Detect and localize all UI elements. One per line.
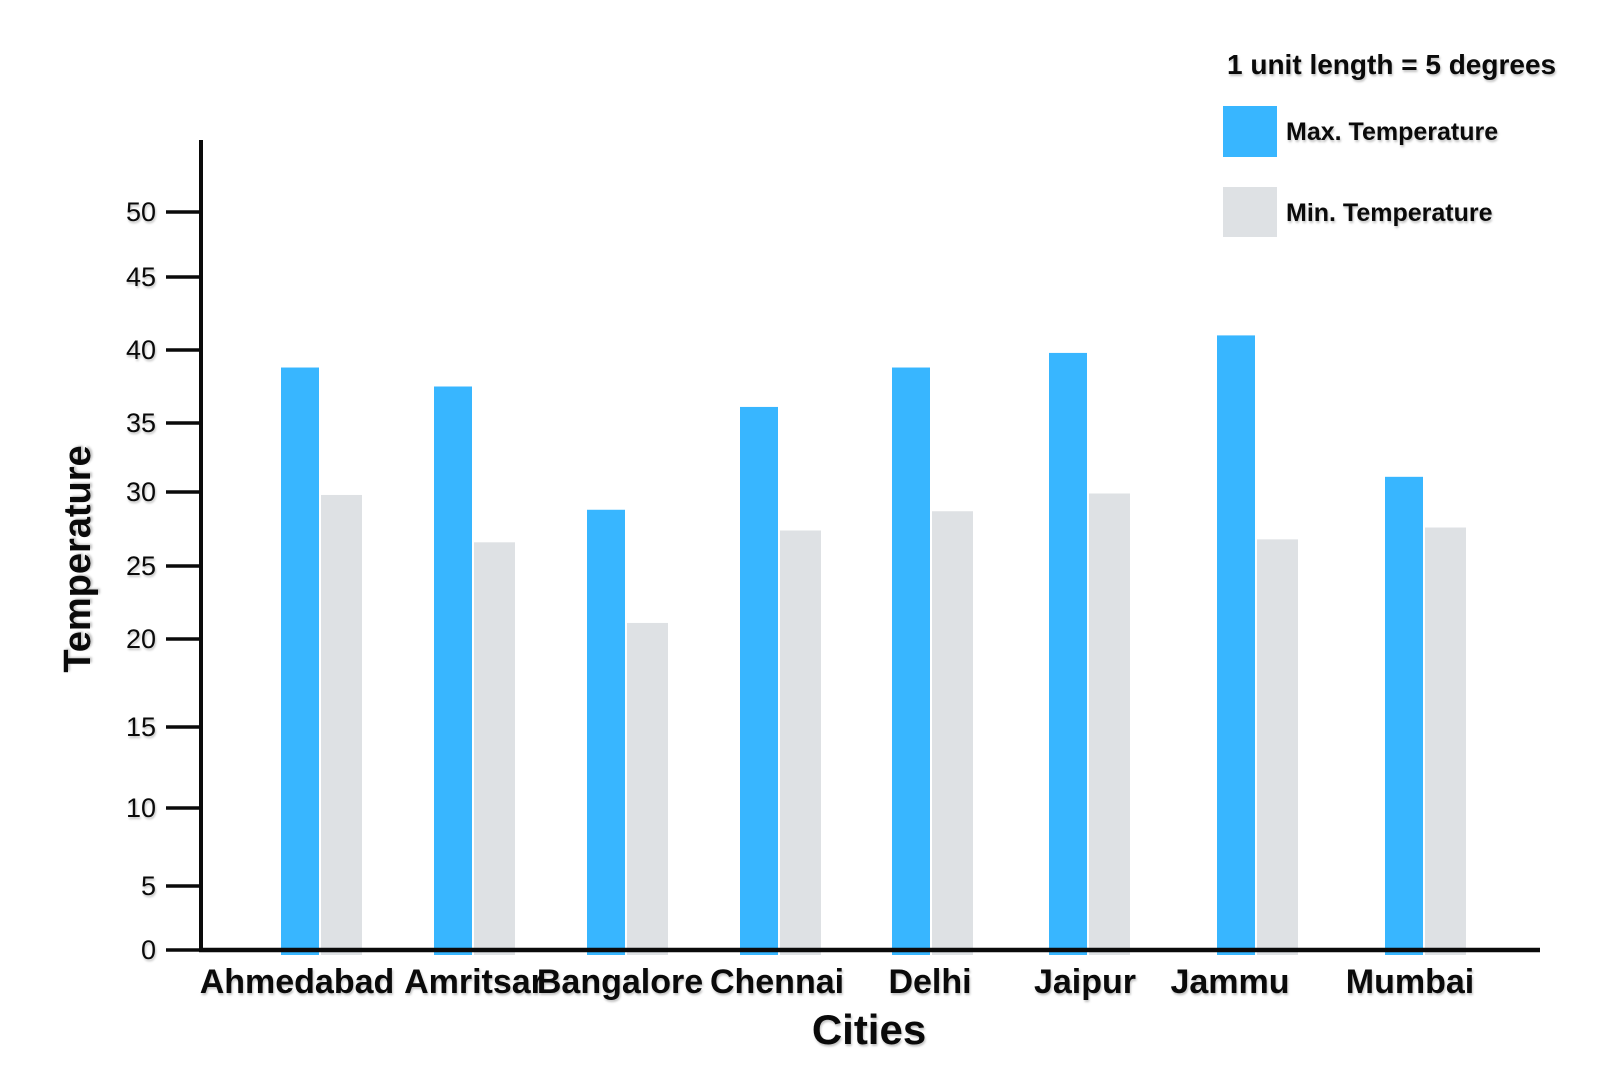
bar-min-temperature-amritsar	[474, 542, 515, 955]
x-axis-title: Cities	[812, 1006, 926, 1053]
legend-swatch-min-temperature	[1223, 187, 1277, 237]
y-tick-label-50: 50	[126, 197, 156, 227]
bar-min-temperature-chennai	[780, 530, 821, 955]
x-tick-label-jaipur: Jaipur	[1034, 963, 1136, 1001]
axes	[199, 140, 1540, 953]
bars-layer	[281, 335, 1466, 955]
bar-min-temperature-mumbai	[1425, 527, 1466, 955]
y-tick-label-40: 40	[126, 335, 156, 365]
x-tick-label-jammu: Jammu	[1170, 963, 1289, 1001]
bar-max-temperature-jaipur	[1049, 352, 1087, 955]
legend-label-max-temperature: Max. Temperature	[1286, 118, 1498, 146]
y-tick-label-30: 30	[126, 477, 156, 507]
legend-label-min-temperature: Min. Temperature	[1286, 199, 1493, 227]
bar-max-temperature-bangalore	[587, 509, 625, 955]
x-tick-label-mumbai: Mumbai	[1346, 963, 1474, 1001]
bar-max-temperature-jammu	[1217, 335, 1255, 955]
bar-min-temperature-bangalore	[627, 622, 668, 955]
y-tick-label-35: 35	[126, 408, 156, 438]
y-tick-label-25: 25	[126, 551, 156, 581]
bar-min-temperature-delhi	[932, 511, 973, 955]
y-axis-title: Temperature	[57, 445, 99, 672]
y-tick-label-20: 20	[126, 624, 156, 654]
bar-max-temperature-amritsar	[434, 386, 472, 955]
bar-min-temperature-jammu	[1257, 539, 1298, 955]
y-tick-label-0: 0	[141, 935, 156, 965]
x-tick-label-amritsar: Amritsar	[404, 963, 544, 1001]
x-tick-label-bangalore: Bangalore	[537, 963, 703, 1001]
x-tick-label-ahmedabad: Ahmedabad	[200, 963, 395, 1001]
bar-min-temperature-jaipur	[1089, 493, 1130, 955]
bar-max-temperature-mumbai	[1385, 476, 1423, 955]
y-tick-label-15: 15	[126, 712, 156, 742]
y-tick-label-10: 10	[126, 793, 156, 823]
bar-max-temperature-chennai	[740, 406, 778, 955]
legend-unit-note: 1 unit length = 5 degrees	[1227, 49, 1556, 80]
bar-min-temperature-ahmedabad	[321, 494, 362, 955]
bar-max-temperature-delhi	[892, 367, 930, 955]
y-tick-label-45: 45	[126, 262, 156, 292]
legend: 1 unit length = 5 degrees Max. Temperatu…	[1223, 49, 1556, 237]
bar-max-temperature-ahmedabad	[281, 367, 319, 955]
x-tick-label-delhi: Delhi	[888, 963, 971, 1001]
y-tick-label-5: 5	[141, 871, 156, 901]
x-tick-label-chennai: Chennai	[710, 963, 844, 1001]
y-axis-ticks: 0 5 10 15 20 25 30 35 40 45 50	[126, 197, 200, 965]
legend-swatch-max-temperature	[1223, 106, 1277, 157]
